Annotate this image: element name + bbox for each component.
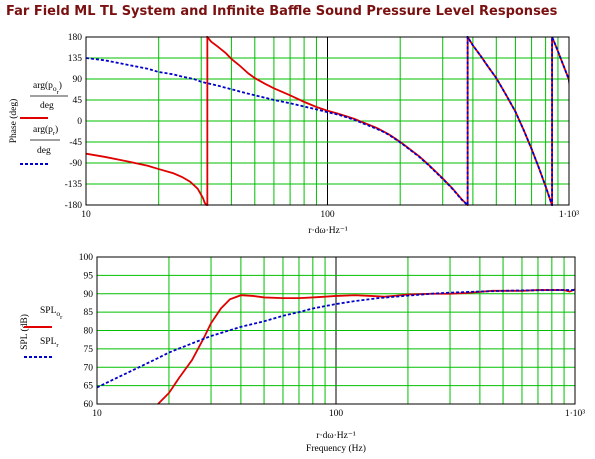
spl-x-ticks: 10 100 1·10³: [92, 409, 585, 419]
spl-series-1-line: [157, 288, 575, 405]
spl-y-tick-label: 80: [84, 327, 94, 337]
legend-label-spl-series2: SPLr: [40, 337, 59, 349]
legend-label-phase-series2: arg(pr): [33, 124, 58, 137]
phase-y-ticks: 180 135 90 45 0 -45 -90 -135 -180: [65, 33, 83, 211]
spl-grid: [97, 257, 575, 404]
spl-y-tick-label: 60: [84, 400, 94, 410]
phase-plot-frame: [85, 36, 570, 206]
spl-y-axis-label: SPL (dB): [19, 314, 30, 350]
phase-y-tick-label: -90: [69, 159, 82, 169]
spl-x-tick-label: 1·10³: [565, 409, 585, 419]
spl-x-axis-label: r·dω·Hz⁻¹: [316, 431, 356, 441]
svg-text:deg: deg: [40, 101, 54, 111]
phase-x-axis-label: r·dω·Hz⁻¹: [308, 226, 348, 236]
phase-x-tick-label: 100: [320, 210, 335, 220]
legend-label-spl-series1: SPLor: [40, 306, 63, 321]
spl-y-ticks: 100 95 90 85 80 75 70 65 60: [79, 253, 94, 410]
chart-title: Far Field ML TL System and Infinite Baff…: [6, 4, 558, 19]
spl-x-tick-label: 10: [92, 409, 102, 419]
phase-legend: arg(por) deg arg(pr) deg: [20, 80, 68, 165]
phase-y-tick-label: -45: [69, 138, 82, 148]
spl-y-tick-label: 90: [84, 290, 94, 300]
spl-y-tick-label: 70: [84, 363, 94, 373]
spl-y-tick-label: 85: [84, 308, 94, 318]
phase-grid: [86, 37, 569, 205]
phase-series-2-line: [86, 36, 569, 206]
spl-y-tick-label: 75: [84, 345, 94, 355]
spl-y-tick-label: 65: [84, 382, 94, 392]
spl-y-tick-label: 100: [79, 253, 94, 263]
spl-plot-frame: [96, 256, 576, 405]
spl-series: [97, 288, 575, 405]
spl-x-axis-label-2: Frequency (Hz): [306, 443, 366, 454]
phase-chart: 180 135 90 45 0 -45 -90 -135 -180 10 100 1·10³ Pha…: [8, 33, 579, 236]
spl-x-tick-label: 100: [329, 409, 344, 419]
phase-y-tick-label: 90: [73, 75, 83, 85]
phase-y-tick-label: 135: [68, 54, 83, 64]
phase-y-axis-label: Phase (deg): [8, 99, 19, 144]
phase-y-tick-label: -135: [65, 180, 83, 190]
svg-text:deg: deg: [37, 146, 51, 156]
phase-y-tick-label: -180: [65, 201, 83, 211]
phase-y-tick-label: 45: [73, 96, 83, 106]
phase-x-ticks: 10 100 1·10³: [81, 210, 579, 220]
legend-label-phase-series1: arg(por): [33, 80, 62, 96]
phase-y-tick-label: 180: [68, 33, 83, 43]
spl-series-2-line: [97, 289, 575, 389]
spl-y-tick-label: 95: [84, 271, 94, 281]
phase-x-tick-label: 1·10³: [559, 210, 579, 220]
phase-y-tick-label: 0: [77, 117, 82, 127]
phase-x-tick-label: 10: [81, 210, 91, 220]
